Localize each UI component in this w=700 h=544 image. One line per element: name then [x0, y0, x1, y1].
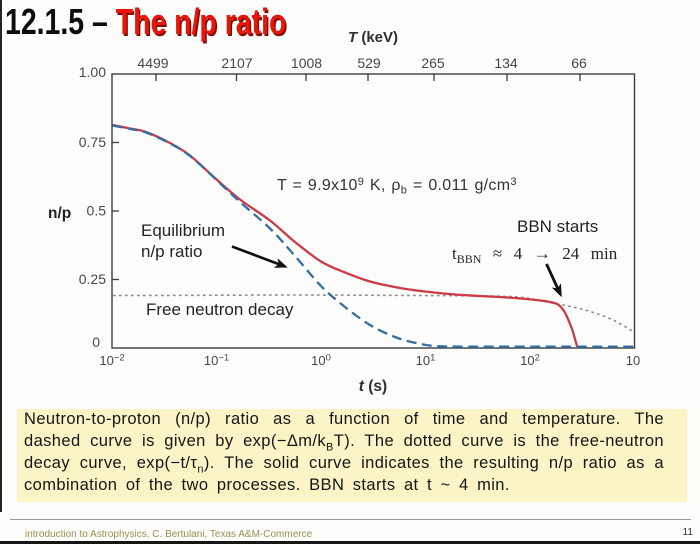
svg-text:66: 66	[571, 55, 587, 71]
svg-text:529: 529	[357, 55, 381, 71]
svg-text:2107: 2107	[221, 55, 252, 71]
svg-text:Equilibrium: Equilibrium	[141, 221, 225, 240]
svg-text:10−2: 10−2	[99, 353, 124, 369]
svg-text:1.00: 1.00	[79, 64, 106, 80]
svg-text:10: 10	[626, 353, 640, 368]
svg-text:0.25: 0.25	[79, 271, 106, 287]
svg-text:1008: 1008	[291, 55, 322, 71]
svg-text:tBBN ≈ 4 → 24 min: tBBN ≈ 4 → 24 min	[452, 244, 618, 266]
svg-text:0.75: 0.75	[79, 134, 106, 150]
svg-text:n/p ratio: n/p ratio	[141, 242, 202, 261]
svg-text:T = 9.9x109 K, ρb = 0.011 g/cm: T = 9.9x109 K, ρb = 0.011 g/cm3	[277, 176, 517, 197]
svg-text:265: 265	[421, 55, 445, 71]
svg-text:t (s): t (s)	[359, 378, 387, 395]
svg-text:134: 134	[494, 55, 518, 71]
svg-text:BBN starts: BBN starts	[517, 217, 598, 236]
svg-text:0: 0	[92, 334, 100, 350]
svg-text:n/p: n/p	[48, 205, 71, 222]
svg-text:10−1: 10−1	[204, 353, 229, 369]
svg-text:101: 101	[416, 353, 436, 369]
svg-text:4499: 4499	[137, 55, 168, 71]
svg-text:102: 102	[520, 353, 540, 369]
svg-text:Free neutron decay: Free neutron decay	[146, 300, 294, 319]
svg-text:0.5: 0.5	[87, 203, 107, 219]
svg-text:100: 100	[311, 353, 331, 369]
svg-text:T (keV): T (keV)	[348, 29, 398, 46]
